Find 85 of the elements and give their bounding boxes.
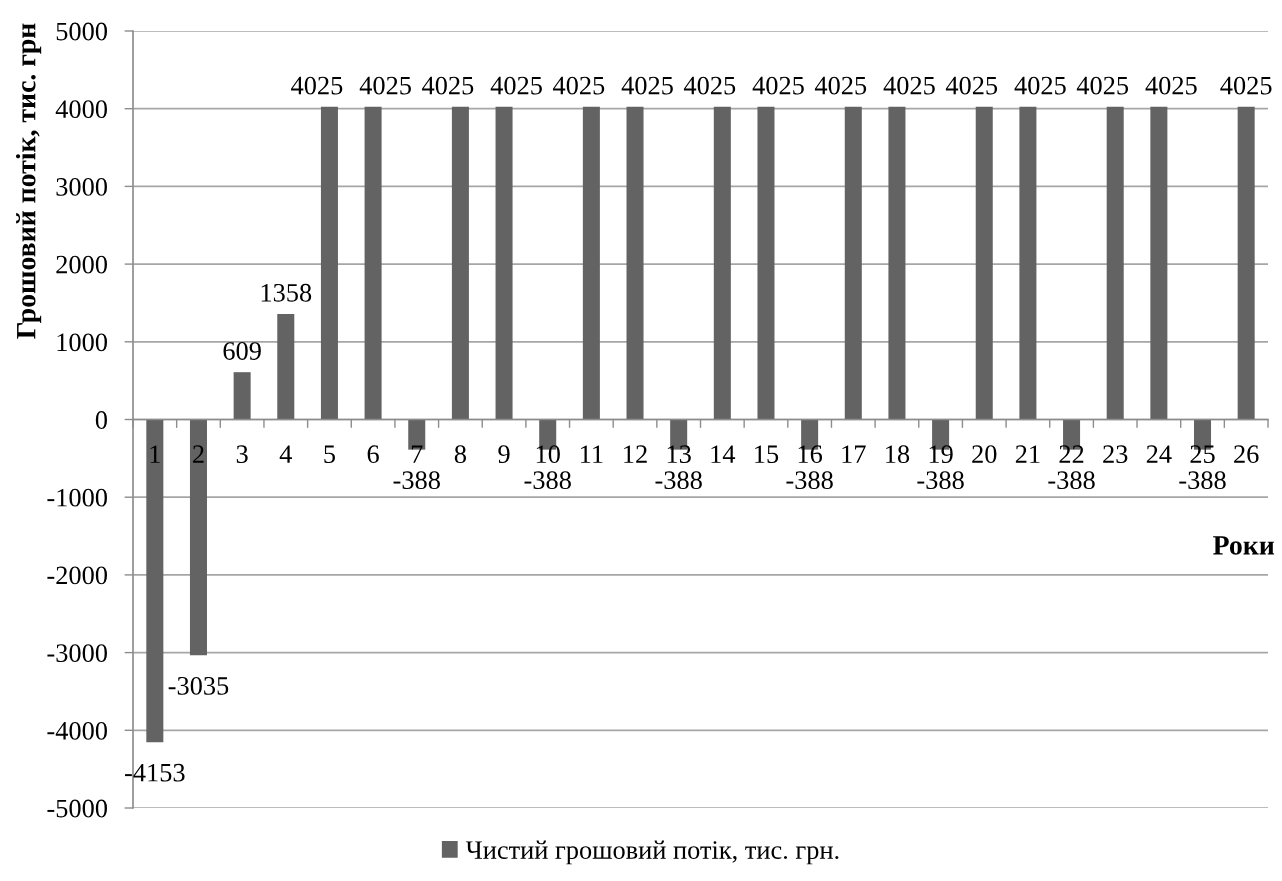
x-tick-label: 11 xyxy=(580,445,603,463)
bar xyxy=(844,106,862,420)
bar xyxy=(975,106,993,420)
bar xyxy=(1106,106,1124,420)
x-tick-label: 18 xyxy=(886,445,910,464)
data-label: 4025 xyxy=(1014,76,1066,95)
bar xyxy=(1019,106,1037,420)
data-label: 1358 xyxy=(261,283,312,302)
y-tick-label: 5000 xyxy=(56,22,107,41)
data-label: 4025 xyxy=(883,76,935,95)
data-label: 4025 xyxy=(422,76,474,95)
data-label: 4025 xyxy=(1145,76,1197,95)
data-label: -388 xyxy=(786,471,833,490)
data-label: -388 xyxy=(1048,471,1095,490)
x-tick-label: 17 xyxy=(842,445,866,463)
x-tick-label: 26 xyxy=(1234,445,1259,464)
x-tick-label: 25 xyxy=(1190,445,1215,464)
bar xyxy=(582,106,600,420)
y-tick-label: -2000 xyxy=(47,566,107,585)
y-tick-label: -4000 xyxy=(47,721,107,740)
y-tick-label: -3000 xyxy=(47,644,107,663)
bar xyxy=(713,106,731,420)
data-label: -388 xyxy=(393,471,440,490)
data-label: 609 xyxy=(223,342,261,360)
x-tick-label: 13 xyxy=(667,445,691,464)
bar xyxy=(233,372,251,420)
data-label: 4025 xyxy=(359,76,411,95)
bar xyxy=(189,419,207,656)
legend-label: Чистий грошовий потік, тис. грн. xyxy=(465,840,839,865)
x-tick-label: 14 xyxy=(711,445,736,463)
data-label: 4025 xyxy=(945,76,998,95)
bar xyxy=(451,106,469,420)
bar xyxy=(495,106,513,420)
bar xyxy=(888,106,906,420)
x-tick-label: 3 xyxy=(236,445,248,464)
x-tick-label: 19 xyxy=(929,445,953,464)
data-label: 4025 xyxy=(490,76,542,95)
x-tick-label: 23 xyxy=(1103,445,1128,464)
bar xyxy=(364,106,382,420)
y-tick-label: 0 xyxy=(95,411,107,429)
data-label: 4025 xyxy=(552,76,605,95)
data-label: 4025 xyxy=(291,76,343,95)
bar xyxy=(757,106,775,420)
data-label: -4153 xyxy=(125,763,185,782)
x-tick-label: 4 xyxy=(279,445,292,463)
data-label: -3035 xyxy=(168,676,229,695)
data-label: 4025 xyxy=(752,76,804,95)
data-label: -388 xyxy=(655,471,702,490)
x-tick-label: 24 xyxy=(1146,445,1172,463)
x-tick-label: 9 xyxy=(498,445,510,464)
bar xyxy=(1150,106,1168,420)
x-tick-label: 2 xyxy=(193,445,204,463)
x-tick-label: 15 xyxy=(755,445,779,464)
data-label: -388 xyxy=(1179,471,1226,490)
x-tick-label: 5 xyxy=(324,445,336,464)
data-label: -388 xyxy=(524,471,571,490)
bar xyxy=(277,313,295,420)
bar xyxy=(146,419,164,743)
y-tick-label: 2000 xyxy=(56,255,107,274)
data-label: 4025 xyxy=(814,76,867,95)
x-tick-label: 6 xyxy=(367,445,379,464)
x-axis-title: Роки xyxy=(1213,536,1275,555)
x-tick-label: 22 xyxy=(1059,445,1084,463)
x-tick-label: 10 xyxy=(536,445,560,464)
bar xyxy=(320,106,338,420)
data-label: -388 xyxy=(917,471,964,490)
data-label: 4025 xyxy=(621,76,673,95)
x-tick-label: 21 xyxy=(1015,445,1040,463)
y-tick-label: -5000 xyxy=(47,799,107,818)
y-axis-title: Грошовий потік, тис. грн xyxy=(15,23,42,339)
bar xyxy=(1237,106,1255,420)
x-tick-label: 1 xyxy=(150,445,160,463)
y-tick-label: 4000 xyxy=(55,100,107,119)
data-label: 4025 xyxy=(1076,76,1129,95)
x-tick-label: 12 xyxy=(624,445,647,463)
x-tick-label: 20 xyxy=(972,445,997,464)
x-tick-label: 8 xyxy=(454,445,466,464)
data-label: 4025 xyxy=(683,76,736,95)
y-tick-label: 1000 xyxy=(57,333,107,352)
y-tick-label: -1000 xyxy=(47,488,107,507)
bar xyxy=(626,106,644,420)
y-tick-label: 3000 xyxy=(56,178,107,196)
x-tick-label: 7 xyxy=(411,445,423,463)
x-tick-label: 16 xyxy=(798,445,823,464)
data-label: 4025 xyxy=(1220,76,1272,95)
